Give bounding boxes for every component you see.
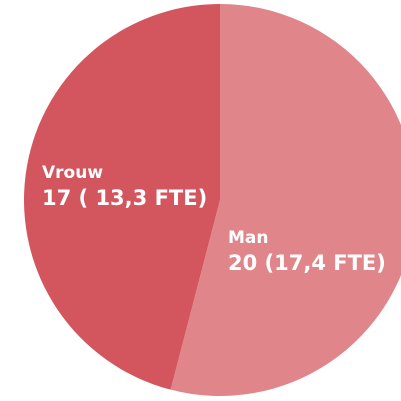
pie-slice xyxy=(170,4,401,396)
slice-value-label: 17 ( 13,3 FTE) xyxy=(42,186,207,210)
pie-slice xyxy=(23,4,220,390)
slice-name: Man xyxy=(228,228,269,248)
slice-name: Vrouw xyxy=(42,163,103,183)
slice-value-label: 20 (17,4 FTE) xyxy=(228,251,386,275)
